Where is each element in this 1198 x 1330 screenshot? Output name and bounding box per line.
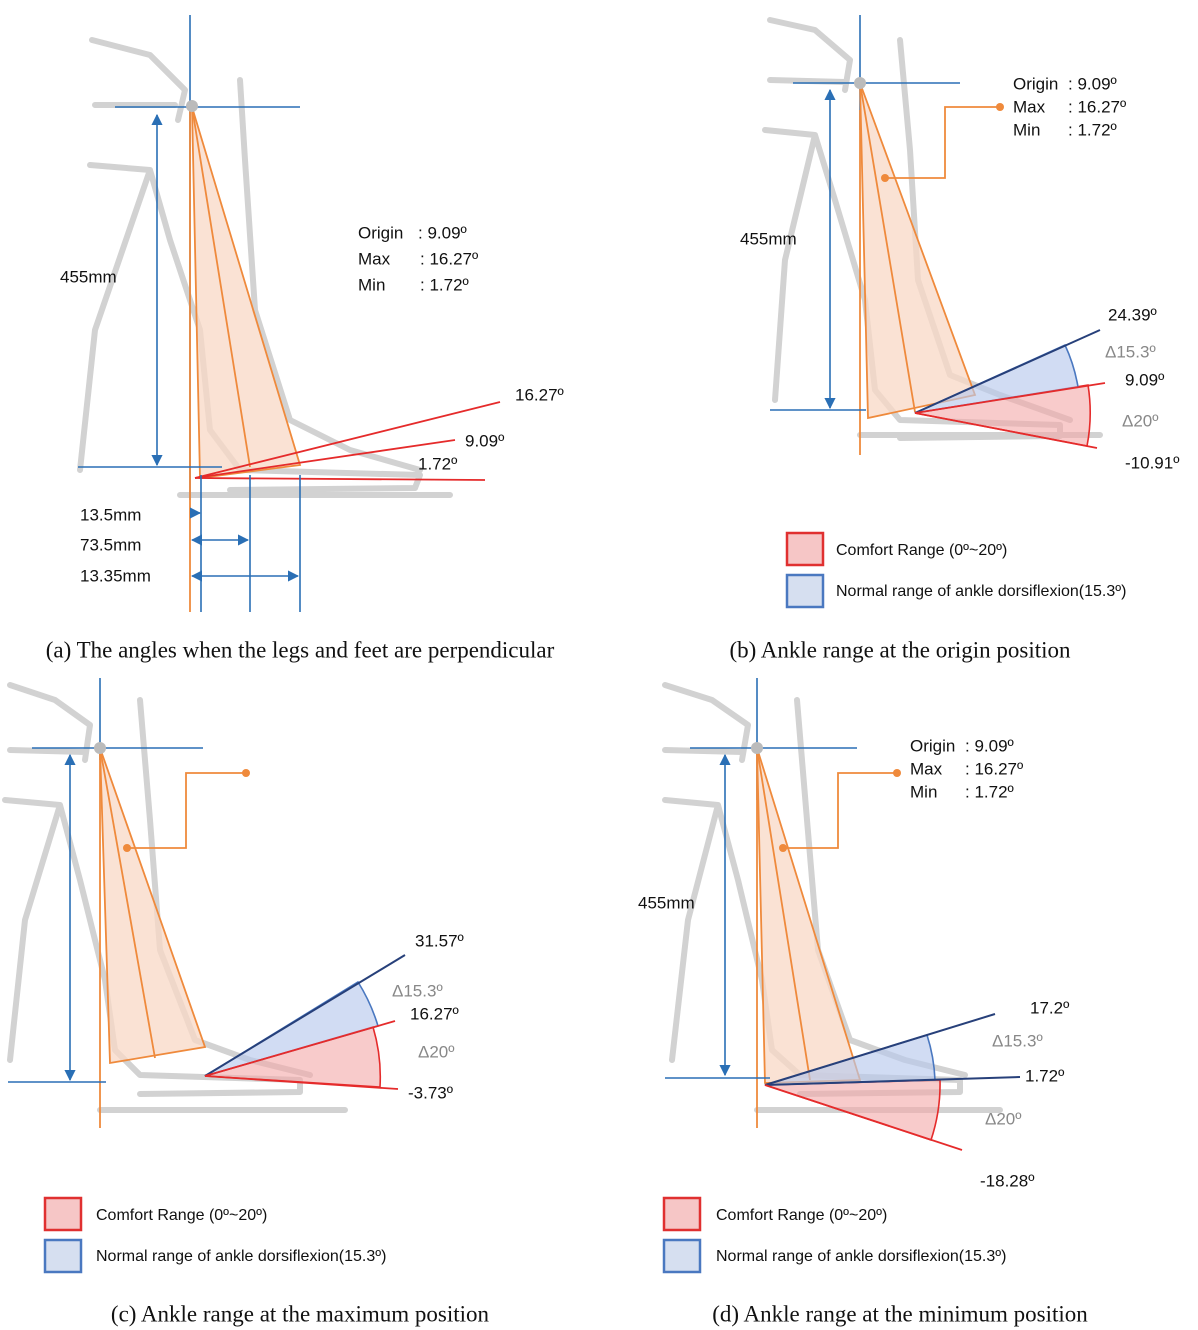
summary-key: Min bbox=[910, 782, 937, 801]
angle-label: 16.27º bbox=[410, 1004, 459, 1023]
leader-dot bbox=[893, 769, 901, 777]
joint bbox=[854, 77, 866, 89]
leg-range bbox=[757, 748, 860, 1083]
summary-value: : 1.72º bbox=[965, 782, 1014, 801]
angle-label: 17.2º bbox=[1030, 998, 1069, 1017]
summary-value: : 1.72º bbox=[420, 275, 469, 294]
leader-line bbox=[783, 773, 897, 848]
angle-label: 24.39º bbox=[1108, 305, 1157, 324]
summary-key: Min bbox=[358, 275, 385, 294]
summary-value: : 9.09º bbox=[965, 736, 1014, 755]
legend-swatch bbox=[45, 1198, 81, 1230]
angle-label: 9.09º bbox=[1125, 370, 1164, 389]
legend-label: Comfort Range (0º~20º) bbox=[96, 1207, 267, 1224]
height-label: 455mm bbox=[638, 893, 695, 912]
angle-label: 16.27º bbox=[515, 385, 564, 404]
summary-value: : 16.27º bbox=[1068, 97, 1126, 116]
offset-label: 73.5mm bbox=[80, 535, 141, 554]
caption: (d) Ankle range at the minimum position bbox=[712, 1301, 1088, 1326]
angle-label: -3.73º bbox=[408, 1083, 453, 1102]
panel-c: 31.57º Δ15.3º 16.27º Δ20º -3.73º Comfort… bbox=[5, 678, 490, 1326]
legend-label: Normal range of ankle dorsiflexion(15.3º… bbox=[96, 1248, 386, 1265]
leg-range bbox=[860, 83, 975, 418]
summary-key: Max bbox=[910, 759, 943, 778]
legend-label: Comfort Range (0º~20º) bbox=[716, 1207, 887, 1224]
delta-label: Δ15.3º bbox=[392, 981, 443, 1000]
angle-label: -18.28º bbox=[980, 1171, 1034, 1190]
summary-key: Origin bbox=[358, 223, 403, 242]
angle-label: 9.09º bbox=[465, 431, 504, 450]
legend-swatch bbox=[664, 1198, 700, 1230]
height-label: 455mm bbox=[60, 267, 117, 286]
angle-line bbox=[195, 478, 485, 480]
delta-label: Δ15.3º bbox=[1105, 342, 1156, 361]
summary-key: Max bbox=[358, 249, 391, 268]
summary-key: Min bbox=[1013, 120, 1040, 139]
summary-key: Max bbox=[1013, 97, 1046, 116]
panel-d: Origin : 9.09º Max : 16.27º Min : 1.72º … bbox=[638, 678, 1088, 1326]
legend-swatch bbox=[787, 575, 823, 607]
legend-label: Normal range of ankle dorsiflexion(15.3º… bbox=[716, 1248, 1006, 1265]
leader-dot bbox=[881, 174, 889, 182]
summary-value: : 1.72º bbox=[1068, 120, 1117, 139]
caption: (b) Ankle range at the origin position bbox=[729, 637, 1071, 662]
height-label: 455mm bbox=[740, 229, 797, 248]
angle-label: 1.72º bbox=[418, 454, 457, 473]
leg-range bbox=[100, 748, 205, 1063]
leader-dot bbox=[242, 769, 250, 777]
leader-dot bbox=[123, 844, 131, 852]
leader-dot bbox=[779, 844, 787, 852]
offset-label: 13.35mm bbox=[80, 566, 151, 585]
legend-label: Comfort Range (0º~20º) bbox=[836, 542, 1007, 559]
angle-label: -10.91º bbox=[1125, 453, 1179, 472]
angle-label: 31.57º bbox=[415, 931, 464, 950]
leader-dot bbox=[996, 103, 1004, 111]
panel-b: Origin : 9.09º Max : 16.27º Min : 1.72º … bbox=[729, 15, 1179, 662]
summary-value: : 9.09º bbox=[418, 223, 467, 242]
leader-line bbox=[885, 107, 1000, 178]
delta-label: Δ20º bbox=[985, 1109, 1021, 1128]
body: 455mm Origin : 9.09º Max : 16.27º Min : … bbox=[0, 0, 1198, 1330]
caption: (a) The angles when the legs and feet ar… bbox=[46, 637, 555, 662]
page: {"panels": [ {"caption": "(a) The angles… bbox=[0, 0, 1198, 1330]
legend-label: Normal range of ankle dorsiflexion(15.3º… bbox=[836, 583, 1126, 600]
summary-value: : 16.27º bbox=[965, 759, 1023, 778]
panel-a: 455mm Origin : 9.09º Max : 16.27º Min : … bbox=[46, 15, 564, 662]
figure: 455mm Origin : 9.09º Max : 16.27º Min : … bbox=[0, 0, 1198, 1330]
joint bbox=[186, 100, 198, 112]
legend-swatch bbox=[45, 1240, 81, 1272]
summary-key: Origin bbox=[910, 736, 955, 755]
legend-swatch bbox=[664, 1240, 700, 1272]
delta-label: Δ15.3º bbox=[992, 1031, 1043, 1050]
caption: (c) Ankle range at the maximum position bbox=[111, 1301, 490, 1326]
joint bbox=[94, 742, 106, 754]
delta-label: Δ20º bbox=[1122, 411, 1158, 430]
summary-value: : 16.27º bbox=[420, 249, 478, 268]
summary-key: Origin bbox=[1013, 74, 1058, 93]
joint bbox=[751, 742, 763, 754]
delta-label: Δ20º bbox=[418, 1042, 454, 1061]
legend-swatch bbox=[787, 533, 823, 565]
summary-value: : 9.09º bbox=[1068, 74, 1117, 93]
angle-label: 1.72º bbox=[1025, 1066, 1064, 1085]
offset-label: 13.5mm bbox=[80, 505, 141, 524]
